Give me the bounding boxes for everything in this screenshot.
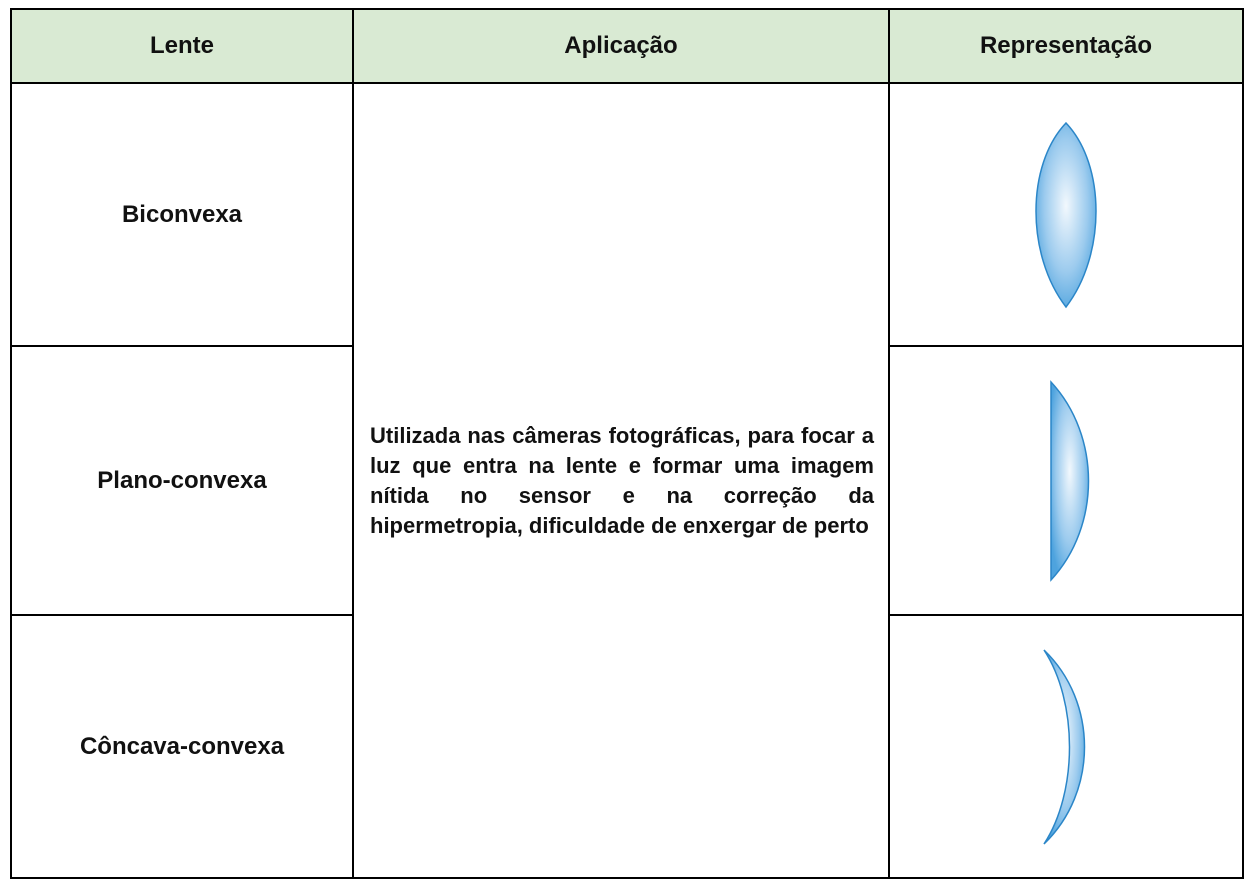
row: Plano-convexa (10, 345, 1244, 616)
row: Biconvexa Utilizada nas câmeras fotográf… (10, 82, 1244, 879)
lens-table: Lente Aplicação Representação Biconvexa … (10, 8, 1244, 879)
lens-image-cell (888, 345, 1244, 616)
lens-image-cell (888, 82, 1244, 347)
header-cell: Lente (10, 8, 354, 84)
lens-name: Côncava-convexa (10, 614, 354, 879)
header-cell: Representação (888, 8, 1244, 84)
lens-image-cell (888, 614, 1244, 879)
lens-name: Biconvexa (10, 82, 354, 347)
application: Utilizada nas câmeras fotográficas, para… (352, 82, 890, 879)
header-cell: Aplicação (352, 8, 890, 84)
plano-convex-lens (1050, 379, 1090, 582)
biconvex-lens (1035, 121, 1097, 308)
header-row: Lente Aplicação Representação (10, 8, 1244, 84)
row: Côncava-convexa (10, 614, 1244, 879)
concave-convex-lens (1043, 648, 1086, 845)
lens-name: Plano-convexa (10, 345, 354, 616)
